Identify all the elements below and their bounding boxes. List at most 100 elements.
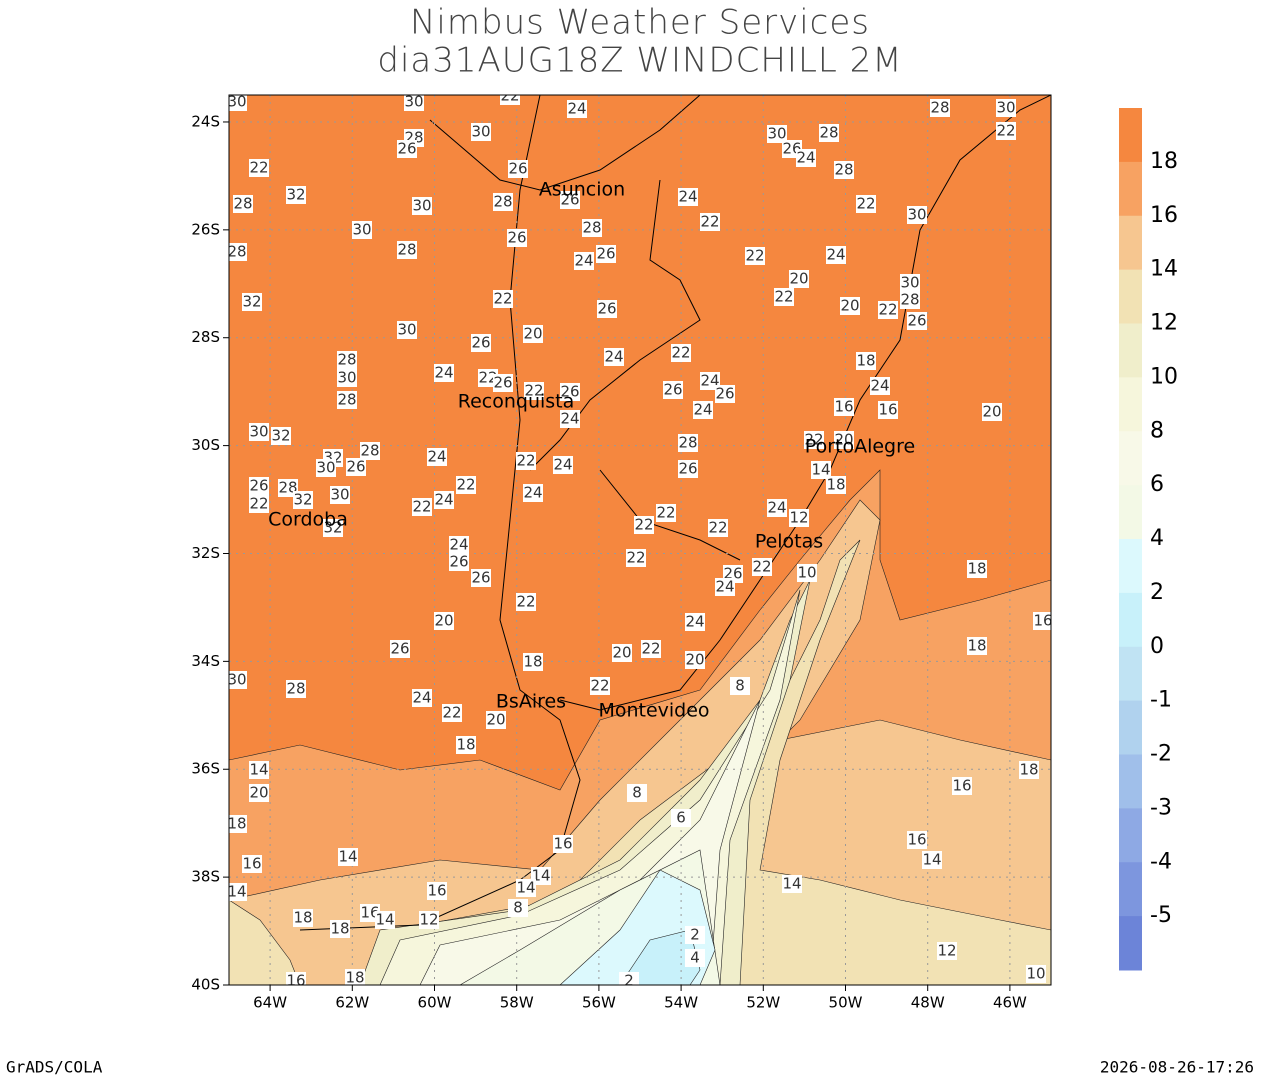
label-box: [715, 578, 735, 596]
contour-label: 24: [767, 499, 786, 517]
y-tick-label: 30S: [191, 436, 220, 454]
contour-label: 24: [412, 689, 431, 707]
label-box: [996, 122, 1016, 140]
contour-label: 12: [419, 911, 438, 929]
contour-label: 16: [553, 835, 572, 853]
label-box: [404, 95, 424, 111]
contour-label: 28: [678, 434, 697, 452]
label-box: [286, 680, 306, 698]
contour-label: 30: [352, 221, 371, 239]
label-box: [390, 640, 410, 658]
colorbar-label: 14: [1150, 257, 1178, 282]
color-box: [1119, 539, 1142, 594]
contour-label: 14: [922, 851, 941, 869]
x-tick-label: 60W: [418, 994, 452, 1012]
contour-label: 18: [967, 560, 986, 578]
label-box: [685, 926, 705, 944]
contour-label: 26: [507, 229, 526, 247]
label-box: [574, 252, 594, 270]
contour-label: 24: [715, 578, 734, 596]
contour-label: 22: [516, 452, 535, 470]
label-box: [286, 972, 306, 985]
y-tick-label: 32S: [191, 544, 220, 562]
label-box: [590, 677, 610, 695]
label-box: [493, 290, 513, 308]
contour-label: 26: [346, 458, 365, 476]
contour-label: 16: [952, 777, 971, 795]
label-box: [907, 206, 927, 224]
colorbar-label: 16: [1150, 203, 1178, 228]
label-box: [493, 193, 513, 211]
border-line: [599, 469, 741, 561]
label-box: [840, 297, 860, 315]
label-box: [229, 95, 247, 111]
contour-label: 24: [427, 448, 446, 466]
contour-label: 20: [982, 403, 1001, 421]
label-box: [523, 325, 543, 343]
contour-label: 26: [471, 334, 490, 352]
contour-label: 22: [856, 195, 875, 213]
contour-label: 16: [834, 398, 853, 416]
city-label: Cordoba: [268, 509, 348, 531]
label-box: [397, 140, 417, 158]
x-tick-label: 56W: [582, 994, 616, 1012]
y-tick-label: 40S: [191, 976, 220, 994]
contour-label: 28: [493, 193, 512, 211]
contour-label: 12: [789, 509, 808, 527]
label-box: [596, 245, 616, 263]
color-box: [1119, 916, 1142, 971]
contour-label: 16: [907, 831, 926, 849]
label-box: [471, 123, 491, 141]
x-tick-label: 54W: [664, 994, 698, 1012]
contour-label: 18: [967, 637, 986, 655]
label-box: [937, 942, 957, 960]
title: Nimbus Weather Services: [410, 3, 870, 43]
contour-label: 24: [700, 372, 719, 390]
label-box: [671, 809, 691, 827]
colorbar-label: -5: [1150, 903, 1172, 928]
contour-label: 22: [249, 495, 268, 513]
x-tick-label: 52W: [746, 994, 780, 1012]
label-box: [493, 374, 513, 392]
contour-label: 28: [900, 291, 919, 309]
contour-label: 30: [227, 93, 246, 111]
contour-label: 28: [930, 99, 949, 117]
label-box: [330, 920, 350, 938]
contour-label: 24: [870, 377, 889, 395]
contour-label: 20: [840, 297, 859, 315]
city-label: PortoAlegre: [805, 436, 915, 458]
label-box: [233, 195, 253, 213]
label-box: [767, 125, 787, 143]
color-box: [1119, 754, 1142, 809]
contour-label: 12: [937, 942, 956, 960]
colorbar-label: 8: [1150, 418, 1164, 443]
contour-label: 26: [397, 140, 416, 158]
label-box: [878, 301, 898, 319]
contour-label: 22: [249, 159, 268, 177]
contour-label: 24: [693, 401, 712, 419]
label-box: [582, 219, 602, 237]
contour-label: 22: [516, 593, 535, 611]
contour-label: 30: [316, 459, 335, 477]
contour-label: 18: [227, 815, 246, 833]
label-box: [930, 99, 950, 117]
contour-label: 18: [345, 969, 364, 987]
color-box: [1119, 161, 1142, 217]
label-box: [249, 784, 269, 802]
contour-label: 10: [797, 564, 816, 582]
contour-label: 2: [624, 972, 634, 990]
contour-label: 22: [996, 122, 1015, 140]
label-box: [678, 188, 698, 206]
label-box: [834, 398, 854, 416]
contour-label: 16: [360, 904, 379, 922]
contour-label: 28: [819, 124, 838, 142]
city-label: Pelotas: [755, 531, 823, 553]
label-box: [337, 369, 357, 387]
contour-label: 30: [249, 423, 268, 441]
label-box: [789, 270, 809, 288]
label-box: [229, 815, 247, 833]
label-box: [523, 653, 543, 671]
label-box: [922, 851, 942, 869]
contour-label: 18: [330, 920, 349, 938]
